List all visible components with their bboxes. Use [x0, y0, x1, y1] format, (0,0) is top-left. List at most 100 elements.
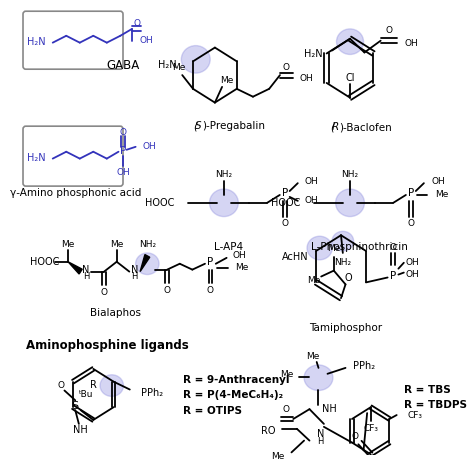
Text: O: O — [119, 128, 127, 137]
Text: O: O — [57, 381, 64, 390]
Text: Tamiphosphor: Tamiphosphor — [309, 322, 382, 333]
Text: OH: OH — [431, 176, 445, 186]
Text: L-AP4: L-AP4 — [214, 242, 243, 252]
Text: Me: Me — [435, 190, 448, 200]
Text: O: O — [408, 219, 415, 228]
Text: H₂N: H₂N — [158, 60, 177, 70]
Text: O: O — [390, 243, 397, 251]
Text: N: N — [131, 265, 138, 274]
Text: P: P — [207, 257, 213, 267]
Text: RO: RO — [261, 426, 275, 436]
Text: HOOC: HOOC — [30, 257, 60, 267]
Ellipse shape — [210, 189, 238, 217]
Text: NH₂: NH₂ — [139, 240, 156, 249]
FancyBboxPatch shape — [23, 126, 123, 186]
Text: )-Baclofen: )-Baclofen — [339, 122, 392, 132]
Text: H: H — [131, 272, 138, 281]
Text: Me: Me — [236, 263, 249, 272]
Text: P: P — [282, 188, 288, 198]
Text: (: ( — [193, 121, 197, 131]
Text: Me: Me — [220, 77, 233, 85]
Text: H: H — [317, 437, 323, 446]
Text: OH: OH — [406, 258, 419, 267]
Ellipse shape — [337, 29, 364, 55]
Text: OH: OH — [116, 168, 130, 177]
Text: Me: Me — [280, 370, 293, 379]
Text: NH₂: NH₂ — [341, 170, 359, 179]
Text: HOOC: HOOC — [145, 198, 174, 208]
Text: (: ( — [330, 122, 334, 132]
Text: Me: Me — [307, 276, 321, 285]
Text: Me: Me — [271, 452, 284, 461]
Text: R = OTIPS: R = OTIPS — [183, 406, 242, 416]
Text: O: O — [100, 288, 108, 297]
Text: R: R — [332, 122, 339, 132]
Ellipse shape — [332, 231, 354, 251]
Text: GABA: GABA — [106, 59, 140, 72]
Text: Aminophosphine ligands: Aminophosphine ligands — [26, 339, 189, 352]
Text: H₂N: H₂N — [304, 49, 323, 60]
Text: CF₃: CF₃ — [363, 424, 378, 433]
Text: γ-Amino phosphonic acid: γ-Amino phosphonic acid — [9, 188, 141, 198]
Text: Me: Me — [61, 240, 75, 249]
Text: H₂N: H₂N — [27, 36, 46, 47]
Text: PPh₂: PPh₂ — [353, 361, 375, 371]
Text: OH: OH — [305, 196, 319, 205]
Text: OH: OH — [139, 36, 153, 45]
Ellipse shape — [136, 253, 159, 274]
Text: OH: OH — [232, 251, 246, 261]
Text: O: O — [207, 286, 214, 295]
Text: Me: Me — [110, 240, 123, 249]
Ellipse shape — [100, 375, 123, 396]
Text: CF₃: CF₃ — [408, 411, 422, 419]
Ellipse shape — [182, 46, 210, 73]
Text: R = 9-Anthracenyl: R = 9-Anthracenyl — [183, 375, 290, 385]
Text: H₂N: H₂N — [27, 152, 46, 163]
Text: AcHN: AcHN — [282, 252, 309, 262]
Text: O: O — [351, 432, 358, 441]
Ellipse shape — [304, 365, 333, 390]
Text: NH₂: NH₂ — [215, 170, 232, 179]
Text: S: S — [195, 121, 202, 131]
Text: R = P(4-MeC₆H₄)₂: R = P(4-MeC₆H₄)₂ — [183, 390, 283, 401]
Text: P: P — [390, 271, 396, 280]
Text: P: P — [120, 146, 126, 156]
Text: NH: NH — [73, 425, 88, 435]
Polygon shape — [140, 255, 150, 272]
Text: Me: Me — [306, 352, 320, 361]
Text: NH₂: NH₂ — [334, 258, 351, 267]
Text: OH: OH — [305, 176, 319, 186]
Text: O: O — [283, 405, 290, 413]
Text: N: N — [317, 429, 324, 439]
Text: OH: OH — [300, 73, 313, 83]
Text: R = TBDPS: R = TBDPS — [404, 400, 467, 410]
Text: R: R — [90, 380, 97, 389]
Text: O: O — [282, 219, 289, 228]
Text: )-Pregabalin: )-Pregabalin — [202, 121, 265, 131]
Text: P: P — [408, 188, 414, 198]
Polygon shape — [68, 262, 82, 274]
Text: L-Phosphinothricin: L-Phosphinothricin — [310, 242, 408, 252]
Text: O: O — [164, 286, 171, 295]
Text: PPh₂: PPh₂ — [141, 389, 163, 398]
Text: OH: OH — [143, 142, 156, 152]
Text: NH: NH — [322, 404, 337, 414]
Ellipse shape — [307, 236, 332, 260]
FancyBboxPatch shape — [23, 11, 123, 69]
Text: N: N — [82, 265, 90, 274]
Text: Cl: Cl — [345, 73, 355, 83]
Text: Me: Me — [172, 63, 185, 72]
Text: O: O — [133, 18, 140, 28]
Text: S: S — [72, 401, 79, 411]
Ellipse shape — [336, 189, 365, 217]
Text: OH: OH — [406, 270, 419, 279]
Text: O: O — [345, 274, 352, 284]
Text: HOOC: HOOC — [271, 198, 301, 208]
Text: ᵗBu: ᵗBu — [79, 390, 93, 399]
Text: OH: OH — [404, 39, 418, 48]
Text: Bialaphos: Bialaphos — [90, 308, 141, 318]
Text: R = TBS: R = TBS — [404, 384, 451, 395]
Text: O: O — [385, 26, 392, 36]
Text: Me: Me — [327, 244, 340, 254]
Text: O: O — [283, 63, 290, 72]
